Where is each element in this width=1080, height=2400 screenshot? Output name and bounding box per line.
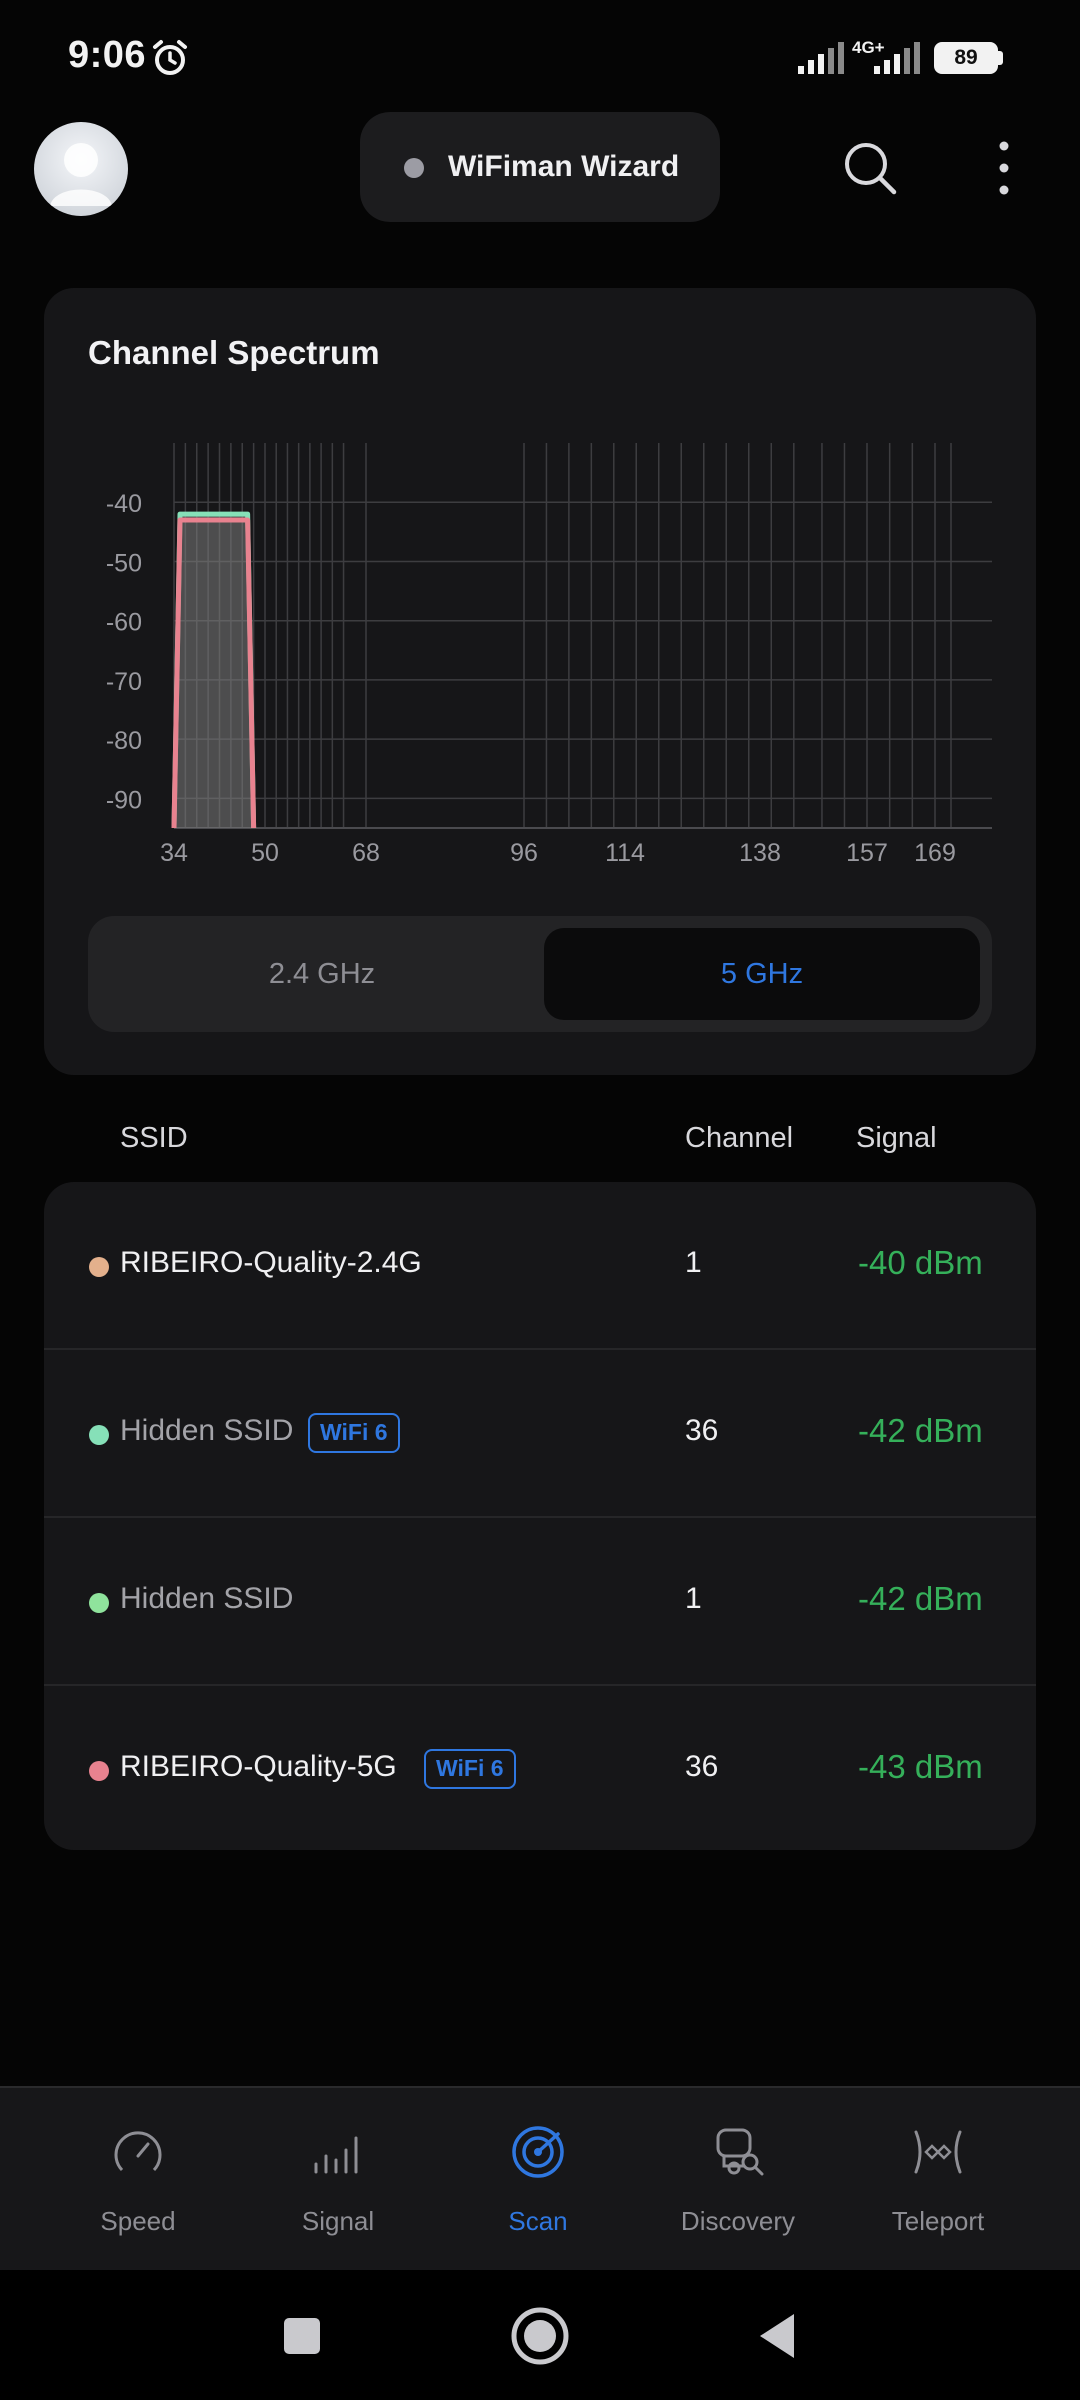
radar-icon: [512, 2126, 564, 2178]
more-options-icon[interactable]: [984, 140, 1024, 196]
spectrum-series-line: [171, 517, 257, 829]
nav-label: Teleport: [891, 2206, 985, 2236]
band-option-2-4ghz[interactable]: 2.4 GHz: [268, 958, 376, 990]
network-list: RIBEIRO-Quality-2.4G 1 -40 dBm Hidden SS…: [44, 1182, 1036, 1850]
spectrum-chart: -40 -50 -60 -70 -80 -90 34 50 68 96 114 138 157 169: [106, 443, 992, 867]
speedometer-icon: [114, 2131, 162, 2172]
wifi6-badge: WiFi 6: [308, 1413, 400, 1453]
network-signal: -43 dBm: [858, 1748, 983, 1785]
network-signal: -42 dBm: [858, 1580, 983, 1617]
y-tick-label: -50: [106, 549, 142, 577]
nav-signal[interactable]: Signal: [238, 2088, 438, 2272]
nav-discovery[interactable]: Discovery: [638, 2088, 838, 2272]
status-dot: [404, 158, 424, 178]
network-signal: -40 dBm: [858, 1244, 983, 1281]
status-bar: 9:06 4G+ 89: [0, 0, 1080, 112]
band-toggle[interactable]: 2.4 GHz 5 GHz: [88, 916, 992, 1032]
y-tick-label: -40: [106, 490, 142, 518]
bottom-navigation: Speed Signal Scan Discovery T: [0, 2086, 1080, 2270]
network-row[interactable]: RIBEIRO-Quality-2.4G 1 -40 dBm: [44, 1182, 1036, 1350]
x-tick-label: 169: [914, 839, 956, 867]
network-row[interactable]: Hidden SSID 1 -42 dBm: [44, 1518, 1036, 1686]
nav-label: Scan: [508, 2206, 568, 2236]
y-tick-label: -70: [106, 668, 142, 696]
alarm-icon: [153, 40, 187, 75]
network-type: 4G+: [852, 38, 885, 57]
card-title: Channel Spectrum: [88, 334, 380, 371]
x-tick-label: 138: [739, 839, 781, 867]
network-row[interactable]: Hidden SSID WiFi 6 36 -42 dBm: [44, 1350, 1036, 1518]
cell-signal-icon: [798, 42, 844, 74]
avatar[interactable]: [34, 122, 128, 216]
x-tick-label: 50: [251, 839, 279, 867]
network-signal: -42 dBm: [858, 1412, 983, 1449]
nav-label: Discovery: [680, 2206, 796, 2236]
network-color-dot: [89, 1425, 109, 1445]
teleport-icon: [914, 2130, 962, 2174]
signal-bars-icon: [314, 2136, 358, 2174]
status-time: 9:06: [68, 34, 147, 76]
ssid-column-header: SSID: [120, 1122, 188, 1154]
wifi6-badge: WiFi 6: [424, 1749, 516, 1789]
recent-apps-icon[interactable]: [272, 2306, 332, 2366]
network-color-dot: [89, 1593, 109, 1613]
nav-label: Speed: [100, 2206, 176, 2236]
search-icon[interactable]: [842, 140, 898, 196]
network-row[interactable]: RIBEIRO-Quality-5G WiFi 6 36 -43 dBm: [44, 1686, 1036, 1850]
network-channel: 36: [685, 1750, 719, 1783]
band-option-5ghz[interactable]: 5 GHz: [544, 928, 980, 1020]
network-color-dot: [89, 1257, 109, 1277]
x-tick-label: 114: [605, 839, 645, 867]
home-icon[interactable]: [510, 2306, 570, 2366]
network-color-dot: [89, 1761, 109, 1781]
network-ssid: Hidden SSID: [120, 1414, 294, 1447]
spectrum-fill: [174, 520, 254, 828]
device-search-icon: [716, 2128, 764, 2176]
wizard-label: WiFiman Wizard: [448, 150, 680, 183]
wifiman-wizard-button[interactable]: WiFiman Wizard: [360, 112, 720, 222]
system-navigation-bar: [0, 2270, 1080, 2400]
battery-tip: [998, 51, 1003, 65]
nav-teleport[interactable]: Teleport: [838, 2088, 1038, 2272]
battery-icon: 89: [934, 42, 998, 74]
network-channel: 1: [685, 1582, 702, 1615]
spectrum-fill: [174, 514, 254, 828]
network-channel: 36: [685, 1414, 719, 1447]
x-tick-label: 96: [510, 839, 538, 867]
network-channel: 1: [685, 1246, 702, 1279]
nav-scan[interactable]: Scan: [438, 2088, 638, 2272]
x-tick-label: 68: [352, 839, 380, 867]
y-tick-label: -60: [106, 609, 142, 637]
cell-signal-2-icon: [874, 42, 920, 74]
y-tick-label: -80: [106, 727, 142, 755]
x-tick-label: 34: [160, 839, 188, 867]
channel-spectrum-card: Channel Spectrum -40 -50 -60 -70 -80 -90 34 50 6…: [44, 288, 1036, 1075]
network-ssid: Hidden SSID: [120, 1582, 294, 1615]
network-ssid: RIBEIRO-Quality-5G: [120, 1750, 397, 1783]
nav-label: Signal: [301, 2206, 375, 2236]
user-icon: [50, 143, 112, 206]
channel-column-header: Channel: [685, 1122, 794, 1154]
x-tick-label: 157: [846, 839, 888, 867]
network-ssid: RIBEIRO-Quality-2.4G: [120, 1246, 422, 1279]
signal-column-header: Signal: [856, 1122, 937, 1154]
y-tick-label: -90: [106, 786, 142, 814]
back-icon[interactable]: [748, 2306, 808, 2366]
nav-speed[interactable]: Speed: [38, 2088, 238, 2272]
